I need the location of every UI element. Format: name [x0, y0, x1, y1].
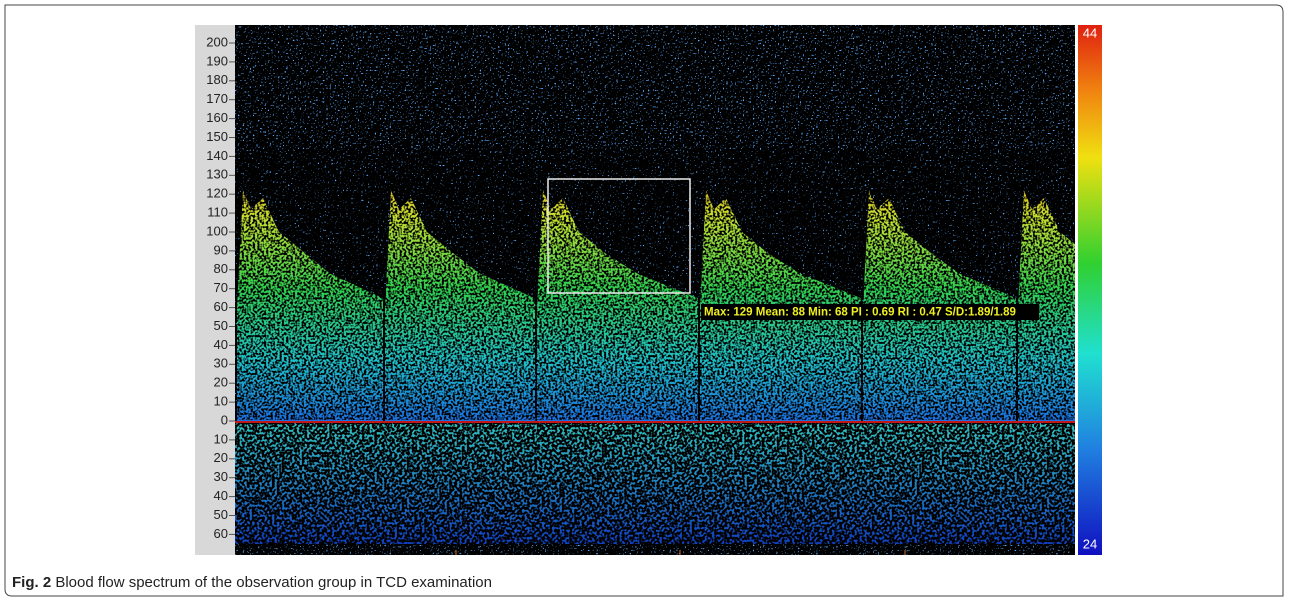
caption: Fig. 2 Blood flow spectrum of the observ…	[12, 574, 492, 591]
y-tick-label: 140	[206, 148, 228, 163]
y-tick-label: 190	[206, 53, 228, 68]
y-tick-label: 80	[214, 261, 228, 276]
y-tick-label: 50	[214, 318, 228, 333]
y-tick-label: 180	[206, 72, 228, 87]
y-tick-label: 200	[206, 34, 228, 49]
y-tick-label: 90	[214, 242, 228, 257]
caption-text: Blood flow spectrum of the observation g…	[55, 574, 492, 591]
y-tick-label: 30	[214, 356, 228, 371]
y-tick-label: 150	[206, 129, 228, 144]
y-tick-label: 10	[214, 431, 228, 446]
color-scale-max: 44	[1083, 25, 1097, 40]
y-tick-label: 120	[206, 186, 228, 201]
y-tick-label: 0	[221, 412, 228, 427]
y-tick-label: 60	[214, 526, 228, 541]
y-tick-label: 60	[214, 299, 228, 314]
y-tick-label: 10	[214, 394, 228, 409]
spectrum	[235, 25, 1173, 555]
y-tick-label: 20	[214, 375, 228, 390]
y-tick-label: 170	[206, 91, 228, 106]
y-tick-label: 70	[214, 280, 228, 295]
figure-frame: Max: 129 Mean: 88 Min: 68 PI : 0.69 RI :…	[0, 0, 1289, 605]
y-tick-label: 100	[206, 223, 228, 238]
y-tick-label: 30	[214, 469, 228, 484]
speckle	[235, 150, 1075, 420]
caption-label: Fig. 2	[12, 574, 51, 591]
y-tick-label: 160	[206, 110, 228, 125]
y-tick-label: 50	[214, 507, 228, 522]
y-tick-label: 40	[214, 337, 228, 352]
page: {"figure": { "y_axis_labels": ["200","19…	[0, 0, 1289, 605]
color-scale-min: 24	[1083, 536, 1097, 551]
measurement: Max: 129 Mean: 88 Min: 68 PI : 0.69 RI :…	[704, 307, 1016, 319]
color-scale	[1078, 25, 1102, 555]
y-tick-label: 20	[214, 450, 228, 465]
y-tick-label: 130	[206, 167, 228, 182]
speckle	[235, 424, 1075, 544]
y-tick-label: 40	[214, 488, 228, 503]
y-tick-label: 110	[207, 205, 228, 220]
